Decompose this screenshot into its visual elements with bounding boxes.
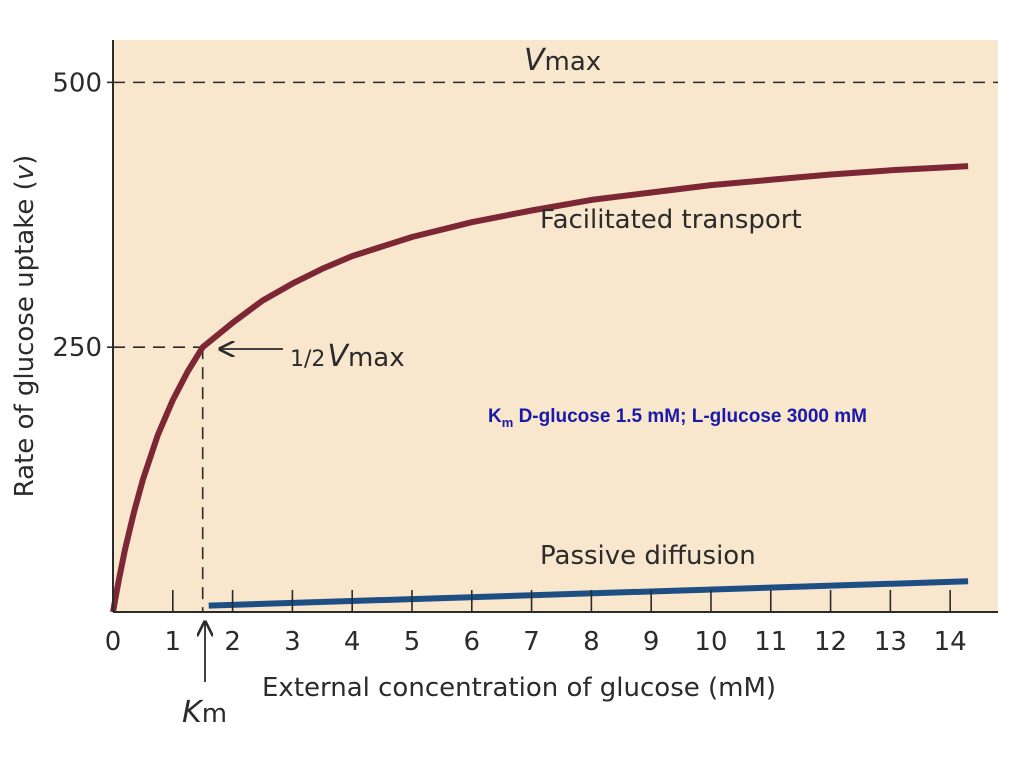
x-tick-label: 3	[284, 627, 301, 657]
x-tick-label: 13	[874, 627, 907, 657]
half-vmax-label: 1/2Vmax	[290, 339, 405, 374]
x-tick-label: 8	[583, 627, 600, 657]
y-ticks: 250 500	[52, 68, 113, 363]
reference-lines	[113, 81, 998, 612]
x-tick-label: 1	[165, 627, 182, 657]
km-note: Km D-glucose 1.5 mM; L-glucose 3000 mM	[488, 406, 867, 430]
x-ticks: 0 1 2 3 4 5 6 7 8 9 10 11 12 13 14	[105, 590, 967, 657]
facilitated-transport-label: Facilitated transport	[540, 205, 802, 235]
facilitated-transport-curve	[110, 163, 969, 613]
x-tick-label: 4	[344, 627, 361, 657]
x-tick-label: 6	[464, 627, 481, 657]
x-tick-label: 0	[105, 627, 122, 657]
x-tick-label: 11	[754, 627, 787, 657]
passive-diffusion-curve	[208, 578, 969, 609]
x-tick-label: 7	[523, 627, 540, 657]
vmax-label: Vmax	[524, 43, 601, 78]
axes	[112, 40, 998, 613]
x-tick-label: 2	[224, 627, 241, 657]
km-label: Km	[182, 695, 227, 730]
passive-diffusion-label: Passive diffusion	[540, 541, 756, 571]
series-group	[110, 163, 969, 613]
x-tick-label: 10	[694, 627, 727, 657]
y-tick-label: 500	[52, 68, 102, 98]
y-tick-label: 250	[52, 333, 102, 363]
plot-background	[113, 40, 998, 612]
x-tick-label: 5	[404, 627, 421, 657]
x-tick-label: 14	[934, 627, 967, 657]
x-axis-label: External concentration of glucose (mM)	[262, 673, 776, 703]
x-tick-label: 12	[814, 627, 847, 657]
y-axis-label: Rate of glucose uptake (v)	[10, 155, 40, 498]
x-tick-label: 9	[643, 627, 660, 657]
